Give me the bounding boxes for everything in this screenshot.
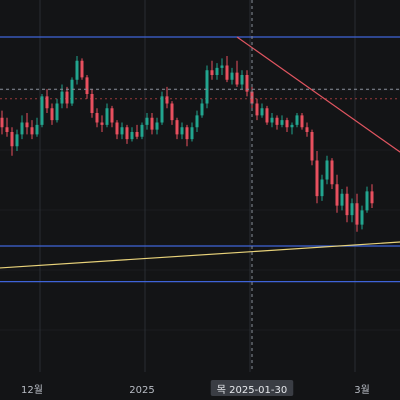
- candle-up: [40, 96, 44, 125]
- candle-up: [365, 191, 369, 211]
- time-axis-label: 3월: [354, 384, 370, 396]
- candle-up: [75, 60, 79, 80]
- candle-up: [180, 127, 184, 135]
- candle-up: [260, 108, 264, 116]
- candle-down: [255, 103, 259, 116]
- candle-down: [110, 108, 114, 123]
- candle-down: [65, 91, 69, 104]
- candle-down: [150, 117, 154, 130]
- candle-up: [220, 65, 224, 68]
- candle-down: [170, 103, 174, 121]
- candles: [0, 56, 374, 232]
- candle-down: [210, 70, 214, 75]
- candle-up: [320, 179, 324, 197]
- candle-down: [285, 120, 289, 128]
- candle-down: [45, 96, 49, 109]
- candle-up: [215, 67, 219, 75]
- candle-up: [105, 108, 109, 125]
- candle-down: [225, 65, 229, 80]
- candle-down: [115, 122, 119, 135]
- trendlines[interactable]: [0, 36, 400, 270]
- candle-down: [235, 72, 239, 85]
- candle-up: [60, 91, 64, 104]
- candle-up: [325, 160, 329, 180]
- candle-up: [20, 122, 24, 135]
- candle-down: [0, 117, 4, 128]
- candle-up: [190, 127, 194, 140]
- candle-down: [300, 115, 304, 128]
- candle-down: [90, 94, 94, 113]
- candle-down: [10, 132, 14, 147]
- candle-up: [290, 124, 294, 128]
- candle-down: [315, 160, 319, 197]
- candle-up: [240, 75, 244, 85]
- crosshair-time-label: 목 2025-01-30: [217, 384, 288, 396]
- candle-down: [305, 127, 309, 132]
- trendline-descending[interactable]: [236, 36, 400, 161]
- candle-up: [200, 103, 204, 116]
- candle-up: [340, 193, 344, 206]
- candle-up: [195, 115, 199, 128]
- candle-up: [205, 70, 209, 104]
- candle-down: [185, 127, 189, 140]
- candle-up: [360, 210, 364, 225]
- candle-up: [295, 115, 299, 125]
- candle-up: [280, 120, 284, 125]
- candle-down: [370, 191, 374, 204]
- candle-down: [135, 132, 139, 137]
- candle-down: [310, 132, 314, 161]
- crosshair-time-tag: 목 2025-01-30: [210, 380, 294, 396]
- candle-down: [125, 127, 129, 140]
- candle-up: [35, 124, 39, 135]
- candle-up: [140, 124, 144, 137]
- time-axis: 12월 2025 3월: [21, 384, 370, 396]
- candle-up: [70, 79, 74, 104]
- candle-down: [345, 193, 349, 216]
- candle-up: [130, 132, 134, 140]
- crosshair: [0, 0, 400, 372]
- time-axis-label: 2025: [129, 385, 154, 396]
- candle-down: [50, 108, 54, 121]
- candle-up: [270, 117, 274, 123]
- candle-down: [85, 77, 89, 94]
- candle-down: [245, 75, 249, 92]
- candle-down: [175, 120, 179, 135]
- candle-down: [30, 127, 34, 135]
- candle-down: [355, 203, 359, 225]
- candle-down: [25, 122, 29, 128]
- candle-down: [100, 122, 104, 125]
- candle-down: [5, 127, 9, 132]
- candle-up: [55, 103, 59, 121]
- candle-up: [145, 117, 149, 125]
- candle-up: [350, 203, 354, 216]
- time-axis-label: 12월: [21, 384, 43, 396]
- candle-down: [165, 96, 169, 104]
- candle-down: [80, 60, 84, 78]
- trendline-ascending[interactable]: [0, 241, 400, 270]
- candle-up: [120, 127, 124, 135]
- candle-up: [160, 96, 164, 123]
- candle-down: [275, 117, 279, 125]
- candle-up: [230, 72, 234, 80]
- candle-down: [95, 113, 99, 123]
- candle-down: [330, 160, 334, 185]
- candle-up: [15, 134, 19, 147]
- candle-up: [155, 122, 159, 130]
- candle-down: [335, 184, 339, 206]
- candle-down: [265, 108, 269, 123]
